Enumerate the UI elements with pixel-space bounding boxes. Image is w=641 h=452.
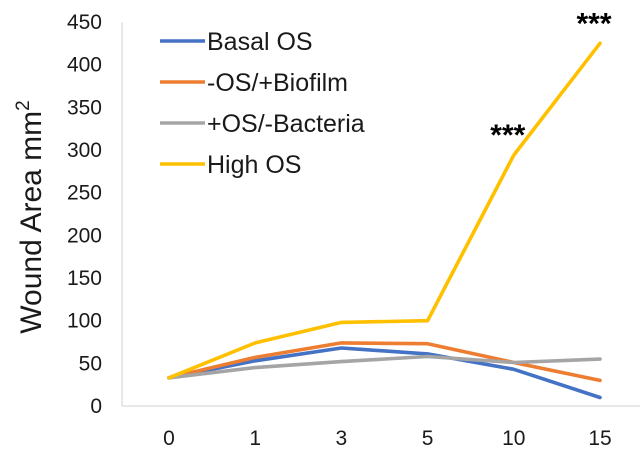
y-tick-label: 200 — [67, 224, 102, 247]
legend-label: -OS/+Biofilm — [207, 69, 348, 97]
annotations: *** *** — [490, 7, 612, 152]
y-tick-label: 50 — [79, 352, 102, 375]
y-tick-label: 350 — [67, 96, 102, 119]
x-tick-label: 0 — [163, 427, 175, 450]
legend-label: High OS — [207, 151, 301, 179]
y-axis-label-text: Wound Area mm — [15, 111, 48, 334]
y-tick-labels: 0 50 100 150 200 250 300 350 400 450 — [67, 11, 102, 418]
x-tick-label: 1 — [249, 427, 261, 450]
x-tick-label: 15 — [588, 427, 611, 450]
legend-label: Basal OS — [207, 28, 313, 56]
y-tick-label: 0 — [90, 395, 102, 418]
x-tick-label: 10 — [502, 427, 525, 450]
y-tick-label: 400 — [67, 54, 102, 77]
y-tick-label: 250 — [67, 182, 102, 205]
y-tick-label: 150 — [67, 267, 102, 290]
legend-label: +OS/-Bacteria — [207, 110, 365, 138]
y-tick-label: 100 — [67, 310, 102, 333]
y-axis-label: Wound Area mm2 — [13, 100, 48, 333]
y-axis-label-superscript: 2 — [13, 100, 34, 111]
y-tick-label: 300 — [67, 139, 102, 162]
x-tick-label: 3 — [336, 427, 348, 450]
series-line-basal-os — [169, 348, 600, 398]
significance-annotation: *** — [490, 119, 525, 152]
x-tick-label: 5 — [422, 427, 434, 450]
legend: Basal OS -OS/+Biofilm +OS/-Bacteria High OS — [160, 28, 365, 179]
axes — [122, 22, 640, 406]
y-tick-label: 450 — [67, 11, 102, 34]
x-tick-labels: 0 1 3 5 10 15 — [163, 427, 612, 450]
significance-annotation: *** — [576, 7, 611, 40]
